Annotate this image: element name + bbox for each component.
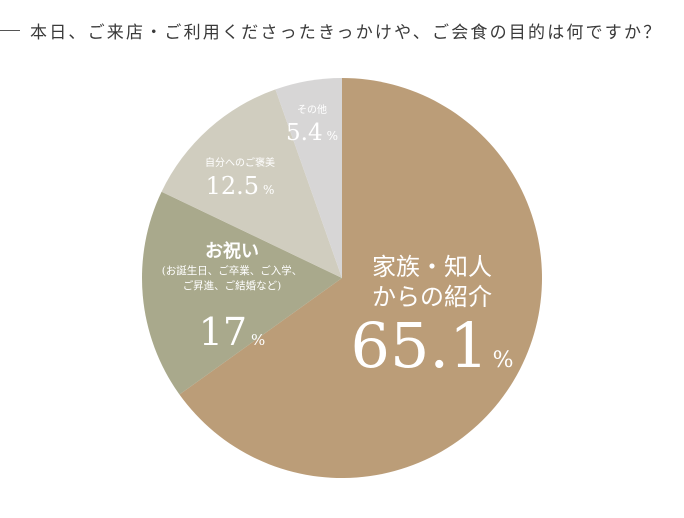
- pie-slice: [161, 89, 342, 279]
- slice-label: お祝い: [205, 240, 259, 262]
- slice-label: 自分へのご褒美: [205, 156, 275, 169]
- slice-label: 家族・知人: [372, 253, 492, 281]
- slice-unit: %: [327, 129, 338, 143]
- slice-value: 65.1%: [351, 309, 514, 382]
- slice-unit: %: [493, 348, 514, 373]
- pie-slice: [141, 191, 342, 395]
- slice-sublabel: ご昇進、ご結婚など): [183, 279, 282, 292]
- slice-label: からの紹介: [372, 283, 492, 311]
- slice-label: その他: [297, 103, 327, 116]
- slice-unit: %: [263, 183, 274, 197]
- survey-question: 本日、ご来店・ご利用くださったきっかけや、ご会食の目的は何ですか？: [0, 18, 662, 43]
- pie-slices: [141, 78, 542, 478]
- pie-slice: [275, 78, 342, 278]
- pie-slice: [179, 78, 542, 478]
- slice-unit: %: [251, 331, 265, 349]
- question-text: 本日、ご来店・ご利用くださったきっかけや、ご会食の目的は何ですか？: [30, 23, 663, 43]
- slice-sublabel: (お誕生日、ご卒業、ご入学、: [162, 264, 303, 277]
- title-dash: [0, 30, 20, 31]
